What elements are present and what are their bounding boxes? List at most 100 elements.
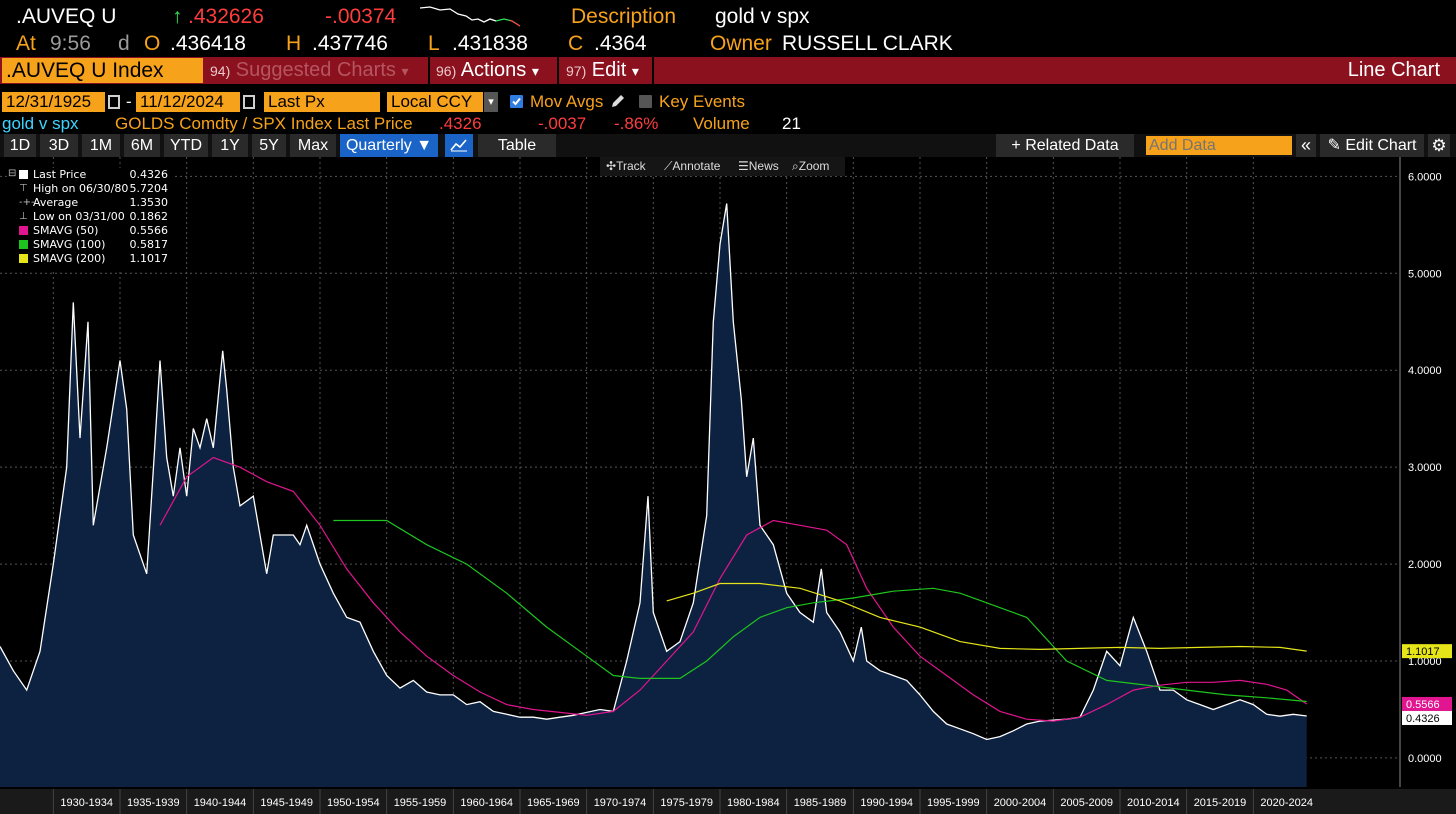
price-area-fill: [0, 203, 1307, 787]
at-time: 9:56: [50, 32, 91, 55]
low-marker-icon: ⊥: [19, 211, 28, 222]
legend-sma100[interactable]: SMAVG (100) 0.5817: [7, 238, 172, 252]
chart-legend: ⊟ Last Price 0.4326 ⊤ High on 06/30/80 5…: [7, 168, 172, 270]
mov-avgs-checkbox[interactable]: [510, 95, 523, 108]
security-field[interactable]: .AUVEQ U Index: [2, 58, 203, 83]
period-1m[interactable]: 1M: [82, 134, 120, 157]
edit-chart-button[interactable]: ✎ Edit Chart: [1320, 134, 1424, 157]
collapse-icon[interactable]: «: [1296, 134, 1316, 157]
gear-icon[interactable]: ⚙: [1428, 134, 1450, 157]
zoom-label: Zoom: [798, 159, 830, 173]
legend-sma200[interactable]: SMAVG (200) 1.1017: [7, 252, 172, 266]
calendar-icon[interactable]: [243, 95, 255, 109]
volume-value: 21: [782, 114, 801, 133]
legend-swatch: [19, 240, 28, 249]
net-change: -.00374: [325, 5, 397, 28]
period-6m[interactable]: 6M: [124, 134, 160, 157]
last-price: .432626: [188, 5, 264, 28]
description-value: gold v spx: [715, 5, 810, 28]
pencil-icon: ✎: [1327, 137, 1341, 154]
mov-avgs-label[interactable]: Mov Avgs: [530, 92, 604, 111]
y-tick-label: 3.0000: [1408, 462, 1442, 474]
track-tool[interactable]: ✣ Track: [606, 157, 646, 176]
x-tick-label: 1935-1939: [127, 797, 180, 809]
related-data-button[interactable]: + Related Data: [996, 134, 1134, 157]
start-date-field[interactable]: 12/31/1925: [2, 92, 105, 112]
y-tick-label: 4.0000: [1408, 365, 1442, 377]
tag-sma200-value: 1.1017: [1406, 646, 1440, 658]
owner-label: Owner: [710, 32, 772, 55]
average-marker-icon: -+-: [19, 197, 35, 208]
line-chart-view-icon[interactable]: [445, 134, 473, 157]
pencil-icon[interactable]: [610, 93, 626, 109]
period-ytd[interactable]: YTD: [164, 134, 208, 157]
legend-value: 0.5566: [129, 224, 169, 237]
toolbar-divider: [652, 57, 654, 84]
table-view-button[interactable]: Table: [478, 134, 556, 157]
key-events-checkbox[interactable]: [639, 95, 652, 108]
close-label: C: [568, 32, 584, 55]
actions-button[interactable]: 96) Actions ▾: [436, 57, 539, 84]
caret-down-icon: ▾: [401, 63, 409, 79]
x-tick-label: 1950-1954: [327, 797, 380, 809]
legend-value: 0.5817: [129, 238, 169, 251]
y-tick-label: 0.0000: [1408, 753, 1442, 765]
series-name: gold v spx: [2, 114, 79, 133]
toolbar-divider: [557, 57, 559, 84]
calendar-icon[interactable]: [108, 95, 120, 109]
x-tick-label: 1995-1999: [927, 797, 980, 809]
line-chart[interactable]: 6.0000 5.0000 4.0000 3.0000 2.0000 1.0000 0.00…: [0, 157, 1456, 814]
actions-label: Actions: [460, 59, 527, 81]
caret-down-icon: ▾: [531, 63, 539, 79]
news-label: News: [748, 159, 779, 173]
caret-down-icon: ▾: [631, 63, 639, 79]
legend-average: -+- Average 1.3530: [7, 196, 172, 210]
legend-label: SMAVG (50): [33, 224, 99, 237]
legend-label: Low on 03/31/00: [33, 210, 125, 223]
ticker: .AUVEQ U: [16, 5, 117, 28]
x-tick-label: 2010-2014: [1127, 797, 1180, 809]
high-marker-icon: ⊤: [19, 183, 28, 194]
end-date-field[interactable]: 11/12/2024: [136, 92, 240, 112]
legend-value: 0.4326: [129, 168, 169, 181]
frequency-selector[interactable]: Quarterly ▼: [340, 134, 438, 157]
edit-chart-label: Edit Chart: [1345, 137, 1417, 154]
legend-value: 1.1017: [129, 252, 169, 265]
period-1y[interactable]: 1Y: [212, 134, 248, 157]
tag-last-price-box: [1402, 710, 1452, 725]
series-line-smavg-100-: [333, 519, 1307, 703]
edit-button[interactable]: 97) Edit ▾: [566, 57, 639, 84]
at-label: At: [16, 32, 36, 55]
tag-sma50-value: 0.5566: [1406, 699, 1440, 711]
currency-selector[interactable]: Local CCY: [387, 92, 483, 112]
d-label: d: [118, 32, 130, 55]
period-3d[interactable]: 3D: [40, 134, 78, 157]
period-1d[interactable]: 1D: [4, 134, 36, 157]
add-data-input[interactable]: [1146, 136, 1292, 155]
x-tick-label: 1965-1969: [527, 797, 580, 809]
y-axis: 6.0000 5.0000 4.0000 3.0000 2.0000 1.0000 0.00…: [1399, 157, 1442, 787]
x-tick-label: 2000-2004: [994, 797, 1047, 809]
edit-label: Edit: [591, 59, 627, 81]
period-5y[interactable]: 5Y: [252, 134, 286, 157]
currency-dropdown-icon[interactable]: ▾: [484, 92, 498, 112]
close-value: .4364: [594, 32, 647, 55]
legend-last-price[interactable]: ⊟ Last Price 0.4326: [7, 168, 172, 182]
legend-sma50[interactable]: SMAVG (50) 0.5566: [7, 224, 172, 238]
tag-last-price-value: 0.4326: [1406, 713, 1440, 725]
series-formula: GOLDS Comdty / SPX Index Last Price: [115, 114, 413, 133]
suggested-charts-label: Suggested Charts: [235, 59, 396, 81]
collapse-minus-icon[interactable]: ⊟: [8, 168, 17, 179]
legend-label: Last Price: [33, 168, 87, 181]
period-toolbar: 1D 3D 1M 6M YTD 1Y 5Y Max Quarterly ▼ Ta…: [0, 134, 1456, 157]
sparkline: [420, 6, 521, 27]
period-max[interactable]: Max: [290, 134, 336, 157]
legend-low: ⊥ Low on 03/31/00 0.1862: [7, 210, 172, 224]
zoom-tool[interactable]: ⌕ Zoom: [792, 157, 829, 176]
field-selector[interactable]: Last Px: [264, 92, 380, 112]
news-tool[interactable]: ☰ News: [738, 157, 779, 176]
key-events-label[interactable]: Key Events: [659, 92, 745, 111]
suggested-charts-button[interactable]: 94) Suggested Charts ▾: [210, 57, 409, 84]
volume-label: Volume: [693, 114, 750, 133]
annotate-tool[interactable]: ⟋ Annotate: [664, 157, 720, 176]
